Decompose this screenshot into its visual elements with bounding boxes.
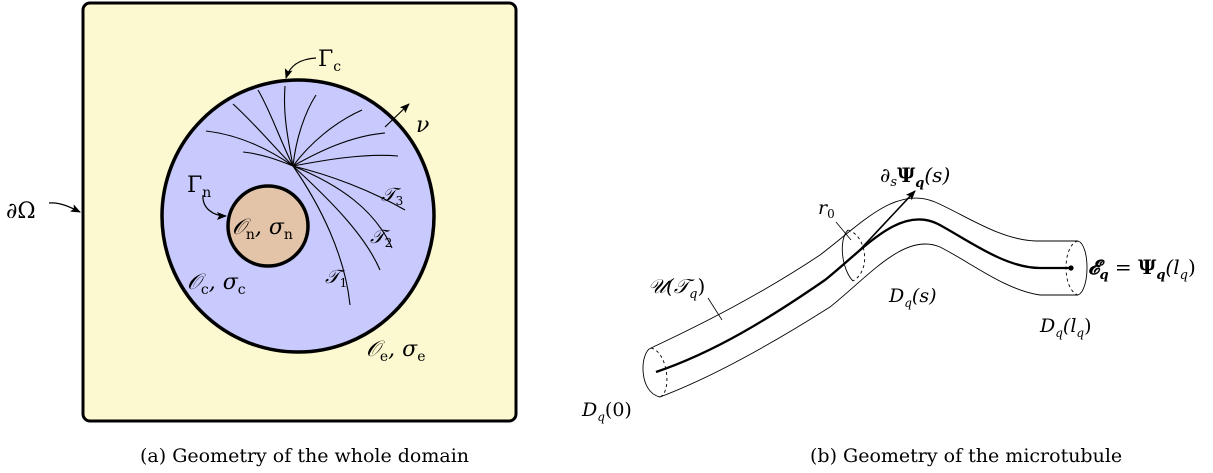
endpoint-label: 𝓔q = Ψq(lq) [1088, 255, 1196, 283]
tube-label: 𝒰(𝒯q) [648, 274, 705, 302]
gamma-n-label: Γn [187, 173, 211, 201]
boundary-omega-label: ∂Ω [6, 199, 36, 224]
endpoint-dot [1068, 265, 1074, 271]
caption-b: (b) Geometry of the microtubule [810, 445, 1122, 467]
nu-arrow [384, 103, 410, 128]
d0-label: Dq(0) [581, 399, 632, 424]
cell-label: 𝒪c, σc [187, 270, 246, 298]
boundary-omega-arrow [48, 202, 81, 213]
dl-label: Dq(lq) [1039, 315, 1092, 340]
caption-a: (a) Geometry of the whole domain [140, 445, 469, 467]
gamma-n-arrow [202, 194, 227, 220]
nucleus-label: 𝒪n, σn [232, 215, 293, 243]
tube-upper-wall [650, 197, 1078, 349]
tube-leader [707, 297, 723, 321]
tube-lower-wall [659, 243, 1078, 398]
ds-label: Dq(s) [888, 285, 937, 310]
figure-b: ∂sΨq(s) r0 𝒰(𝒯q) Dq(s) Dq(0) Dq(lq) 𝓔q =… [581, 163, 1196, 467]
disk-ds [841, 229, 866, 282]
gamma-c-arrow [284, 57, 317, 79]
r0-label: r0 [818, 197, 835, 221]
microtubule-fibres [205, 85, 406, 306]
figure-a: ∂Ω Γc ν Γn 𝒪n, σn 𝒪c, σc 𝒪e, σe 𝒯1 𝒯2 𝒯3… [6, 1, 518, 467]
microtubule-centerline [655, 218, 1071, 374]
nu-label: ν [416, 113, 429, 138]
nucleus-circle [226, 184, 310, 268]
disk-d0 [642, 347, 668, 398]
tangent-label: ∂sΨq(s) [880, 163, 950, 191]
disk-dl [1065, 240, 1088, 296]
gamma-c-label: Γc [318, 47, 341, 75]
tangent-arrow [854, 190, 916, 256]
r0-leader [835, 221, 852, 241]
exterior-label: 𝒪e, σe [366, 337, 425, 365]
